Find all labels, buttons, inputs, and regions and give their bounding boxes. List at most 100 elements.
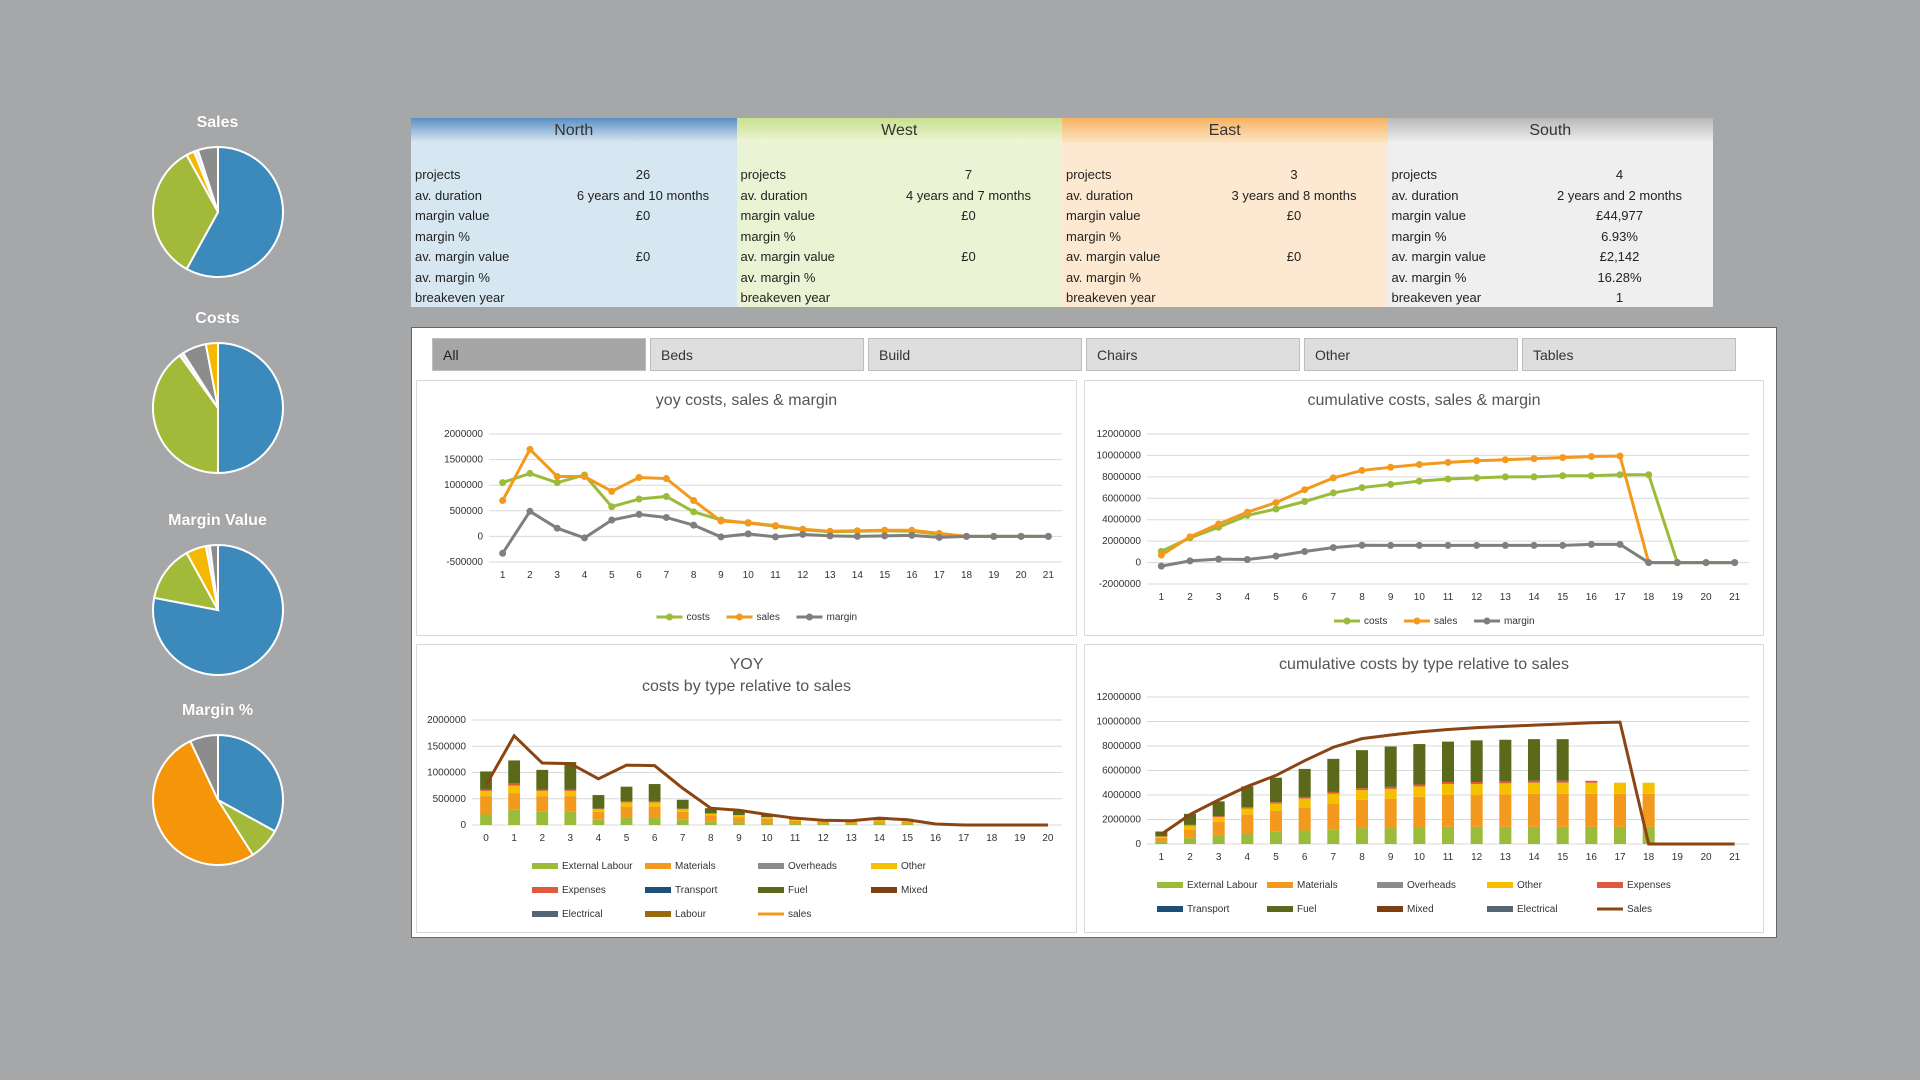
bar-segment	[648, 801, 661, 803]
x-tick-label: 14	[1528, 592, 1540, 603]
x-tick-label: 15	[1557, 592, 1569, 603]
cumulative-line-panel: cumulative costs, sales & margin 12000000…	[1084, 380, 1764, 636]
tab-build[interactable]: Build	[868, 338, 1082, 371]
pie-chart	[151, 543, 284, 676]
data-point	[1501, 541, 1509, 549]
bar-segment	[1642, 793, 1655, 827]
region-row: av. margin value £0	[741, 247, 1063, 268]
x-tick-label: 5	[1273, 592, 1279, 603]
region-row: av. margin % 16.28%	[1392, 268, 1714, 289]
x-tick-label: 20	[1042, 833, 1054, 844]
data-point	[1501, 456, 1509, 464]
x-tick-label: 4	[596, 833, 602, 844]
x-tick-label: 14	[874, 833, 886, 844]
region-row: margin value £0	[741, 206, 1063, 227]
legend-item: costs	[1364, 616, 1387, 627]
region-row: av. margin %	[741, 268, 1063, 289]
tab-beds[interactable]: Beds	[650, 338, 864, 371]
x-tick-label: 14	[852, 570, 864, 581]
data-point	[662, 513, 670, 521]
row-label: av. margin %	[1066, 269, 1141, 285]
x-tick-label: 8	[1359, 852, 1365, 863]
bar-segment	[620, 786, 633, 802]
bar-segment	[1269, 831, 1283, 844]
x-tick-label: 10	[743, 570, 755, 581]
data-point	[1301, 548, 1309, 556]
region-row: margin value £44,977	[1392, 206, 1714, 227]
pie-slice	[208, 543, 219, 611]
data-point	[1329, 489, 1337, 497]
x-tick-label: 4	[1245, 592, 1251, 603]
data-point	[690, 508, 698, 516]
row-value: 1	[1615, 290, 1624, 305]
data-point	[1444, 541, 1452, 549]
data-point	[581, 472, 588, 480]
x-tick-label: 5	[624, 833, 630, 844]
legend-item: External Labour	[562, 861, 633, 872]
bar-segment	[648, 784, 661, 802]
yoy-bar-panel: YOY costs by type relative to sales 200000…	[416, 644, 1077, 933]
x-tick-label: 7	[680, 833, 686, 844]
legend-item: Expenses	[562, 885, 606, 896]
legend-item: Fuel	[788, 885, 807, 896]
region-row: breakeven year	[741, 288, 1063, 309]
x-tick-label: 6	[1302, 852, 1308, 863]
bar-segment	[1241, 814, 1254, 833]
bar-segment	[564, 796, 577, 812]
data-point	[690, 521, 698, 529]
bar-segment	[676, 809, 689, 812]
y-tick-label: 6000000	[1102, 766, 1141, 777]
tab-all[interactable]: All	[432, 338, 646, 371]
y-tick-label: 500000	[433, 794, 467, 805]
data-point	[1587, 453, 1595, 460]
tab-tables[interactable]: Tables	[1522, 338, 1736, 371]
x-tick-label: 9	[1388, 852, 1394, 863]
data-point	[526, 469, 534, 477]
bar-segment	[1155, 837, 1168, 842]
data-point	[1473, 474, 1481, 482]
row-label: av. margin value	[415, 249, 510, 264]
data-point	[1587, 472, 1595, 480]
x-tick-label: 20	[1700, 852, 1712, 863]
x-tick-label: 3	[554, 570, 560, 581]
bar-segment	[1441, 741, 1455, 783]
data-point	[608, 503, 616, 511]
y-tick-label: 0	[1135, 839, 1141, 850]
data-point	[690, 497, 698, 505]
bar-segment	[648, 802, 661, 807]
x-tick-label: 17	[1614, 592, 1626, 603]
data-point	[499, 549, 507, 557]
row-value: 16.28%	[1597, 269, 1642, 285]
bar-segment	[1556, 793, 1569, 827]
region-row: margin value £0	[415, 206, 737, 227]
bar-segment	[1527, 782, 1541, 794]
x-tick-label: 0	[483, 833, 489, 844]
bar-segment	[1585, 793, 1598, 827]
data-point	[1473, 541, 1481, 549]
data-point	[717, 517, 725, 525]
legend-item: Materials	[1297, 880, 1338, 891]
region-header: East	[1062, 118, 1388, 143]
bar-segment	[1155, 841, 1168, 844]
row-label: margin value	[740, 208, 815, 223]
bar-segment	[620, 801, 633, 803]
data-point	[1731, 559, 1739, 567]
region-south: South projects 4 av. duration 2 years and 2 …	[1387, 118, 1714, 307]
row-label: margin value	[415, 208, 490, 223]
tab-other[interactable]: Other	[1304, 338, 1518, 371]
row-value: £0	[961, 249, 976, 264]
data-point	[1329, 544, 1337, 552]
bar-segment	[1355, 828, 1369, 844]
y-tick-label: 12000000	[1097, 692, 1142, 703]
row-label: av. margin %	[415, 269, 490, 285]
data-point	[772, 533, 779, 541]
legend-item: sales	[757, 612, 780, 623]
data-point	[553, 524, 561, 532]
bar-segment	[1384, 786, 1397, 789]
bar-segment	[1384, 746, 1397, 787]
data-point	[1616, 471, 1624, 479]
pie-0: Sales	[140, 114, 295, 282]
x-tick-label: 18	[1643, 852, 1655, 863]
bar-segment	[1269, 777, 1283, 803]
tab-chairs[interactable]: Chairs	[1086, 338, 1300, 371]
